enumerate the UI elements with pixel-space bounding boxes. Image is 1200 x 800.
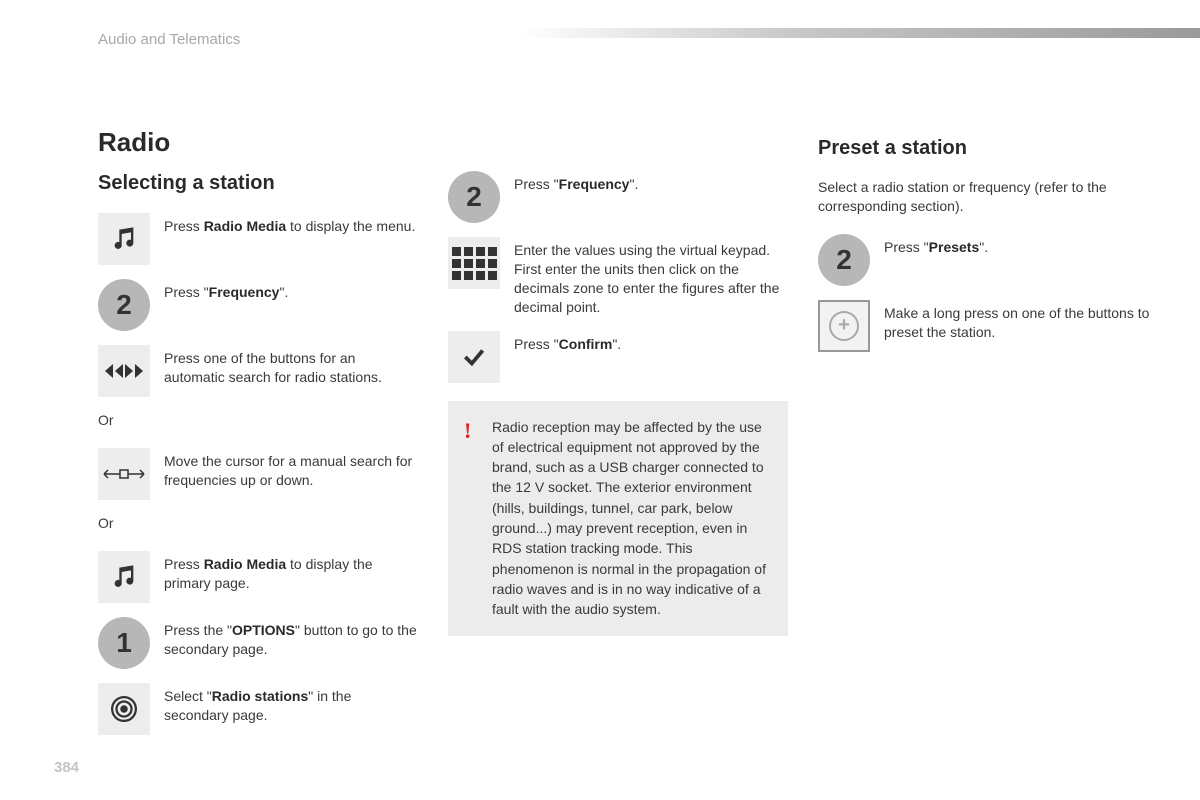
step-frequency: 2 Press "Frequency".	[98, 279, 418, 331]
column-selecting-station: Radio Selecting a station Press Radio Me…	[98, 125, 418, 749]
step-radio-media-2: Press Radio Media to display the primary…	[98, 551, 418, 603]
warning-note: ! Radio reception may be affected by the…	[448, 401, 788, 636]
header-gradient-bar	[520, 28, 1200, 38]
exclamation-icon: !	[464, 415, 471, 447]
step-manual-search: Move the cursor for a manual search for …	[98, 448, 418, 500]
step-keypad: Enter the values using the virtual keypa…	[448, 237, 788, 317]
step-radio-media: Press Radio Media to display the menu.	[98, 213, 418, 265]
step-text: Move the cursor for a manual search for …	[164, 448, 418, 490]
step-long-press: + Make a long press on one of the button…	[818, 300, 1178, 352]
music-note-icon	[98, 213, 150, 265]
step-text: Press the "OPTIONS" button to go to the …	[164, 617, 418, 659]
radio-antenna-icon	[98, 683, 150, 735]
step-presets: 2 Press "Presets".	[818, 234, 1178, 286]
music-note-icon	[98, 551, 150, 603]
step-confirm: Press "Confirm".	[448, 331, 788, 383]
step-radio-stations: Select "Radio stations" in the secondary…	[98, 683, 418, 735]
section-heading-preset: Preset a station	[818, 135, 1178, 162]
step-options: 1 Press the "OPTIONS" button to go to th…	[98, 617, 418, 669]
or-separator: Or	[98, 514, 418, 533]
column-frequency-entry: 2 Press "Frequency". Enter the values us…	[448, 125, 788, 749]
step-text: Press Radio Media to display the primary…	[164, 551, 418, 593]
step-text: Make a long press on one of the buttons …	[884, 300, 1178, 342]
preset-intro-text: Select a radio station or frequency (ref…	[818, 178, 1178, 216]
page-content: Radio Selecting a station Press Radio Me…	[98, 125, 1140, 749]
step-frequency-2: 2 Press "Frequency".	[448, 171, 788, 223]
seek-arrows-icon	[98, 345, 150, 397]
number-2-icon: 2	[818, 234, 870, 286]
number-2-icon: 2	[98, 279, 150, 331]
step-text: Press "Presets".	[884, 234, 1178, 257]
warning-text: Radio reception may be affected by the u…	[492, 419, 766, 618]
step-text: Press "Frequency".	[514, 171, 788, 194]
number-2-icon: 2	[448, 171, 500, 223]
step-text: Press "Frequency".	[164, 279, 418, 302]
step-text: Select "Radio stations" in the secondary…	[164, 683, 418, 725]
step-text: Enter the values using the virtual keypa…	[514, 237, 788, 317]
step-text: Press Radio Media to display the menu.	[164, 213, 418, 236]
number-1-icon: 1	[98, 617, 150, 669]
step-text: Press one of the buttons for an automati…	[164, 345, 418, 387]
column-preset-station: Preset a station Select a radio station …	[818, 125, 1178, 749]
slider-cursor-icon	[98, 448, 150, 500]
plus-preset-icon: +	[818, 300, 870, 352]
breadcrumb: Audio and Telematics	[98, 30, 240, 50]
step-auto-search: Press one of the buttons for an automati…	[98, 345, 418, 397]
step-text: Press "Confirm".	[514, 331, 788, 354]
page-title: Radio	[98, 125, 418, 160]
section-heading-selecting: Selecting a station	[98, 170, 418, 197]
or-separator: Or	[98, 411, 418, 430]
page-number: 384	[54, 758, 79, 778]
keypad-grid-icon	[448, 237, 500, 289]
checkmark-icon	[448, 331, 500, 383]
